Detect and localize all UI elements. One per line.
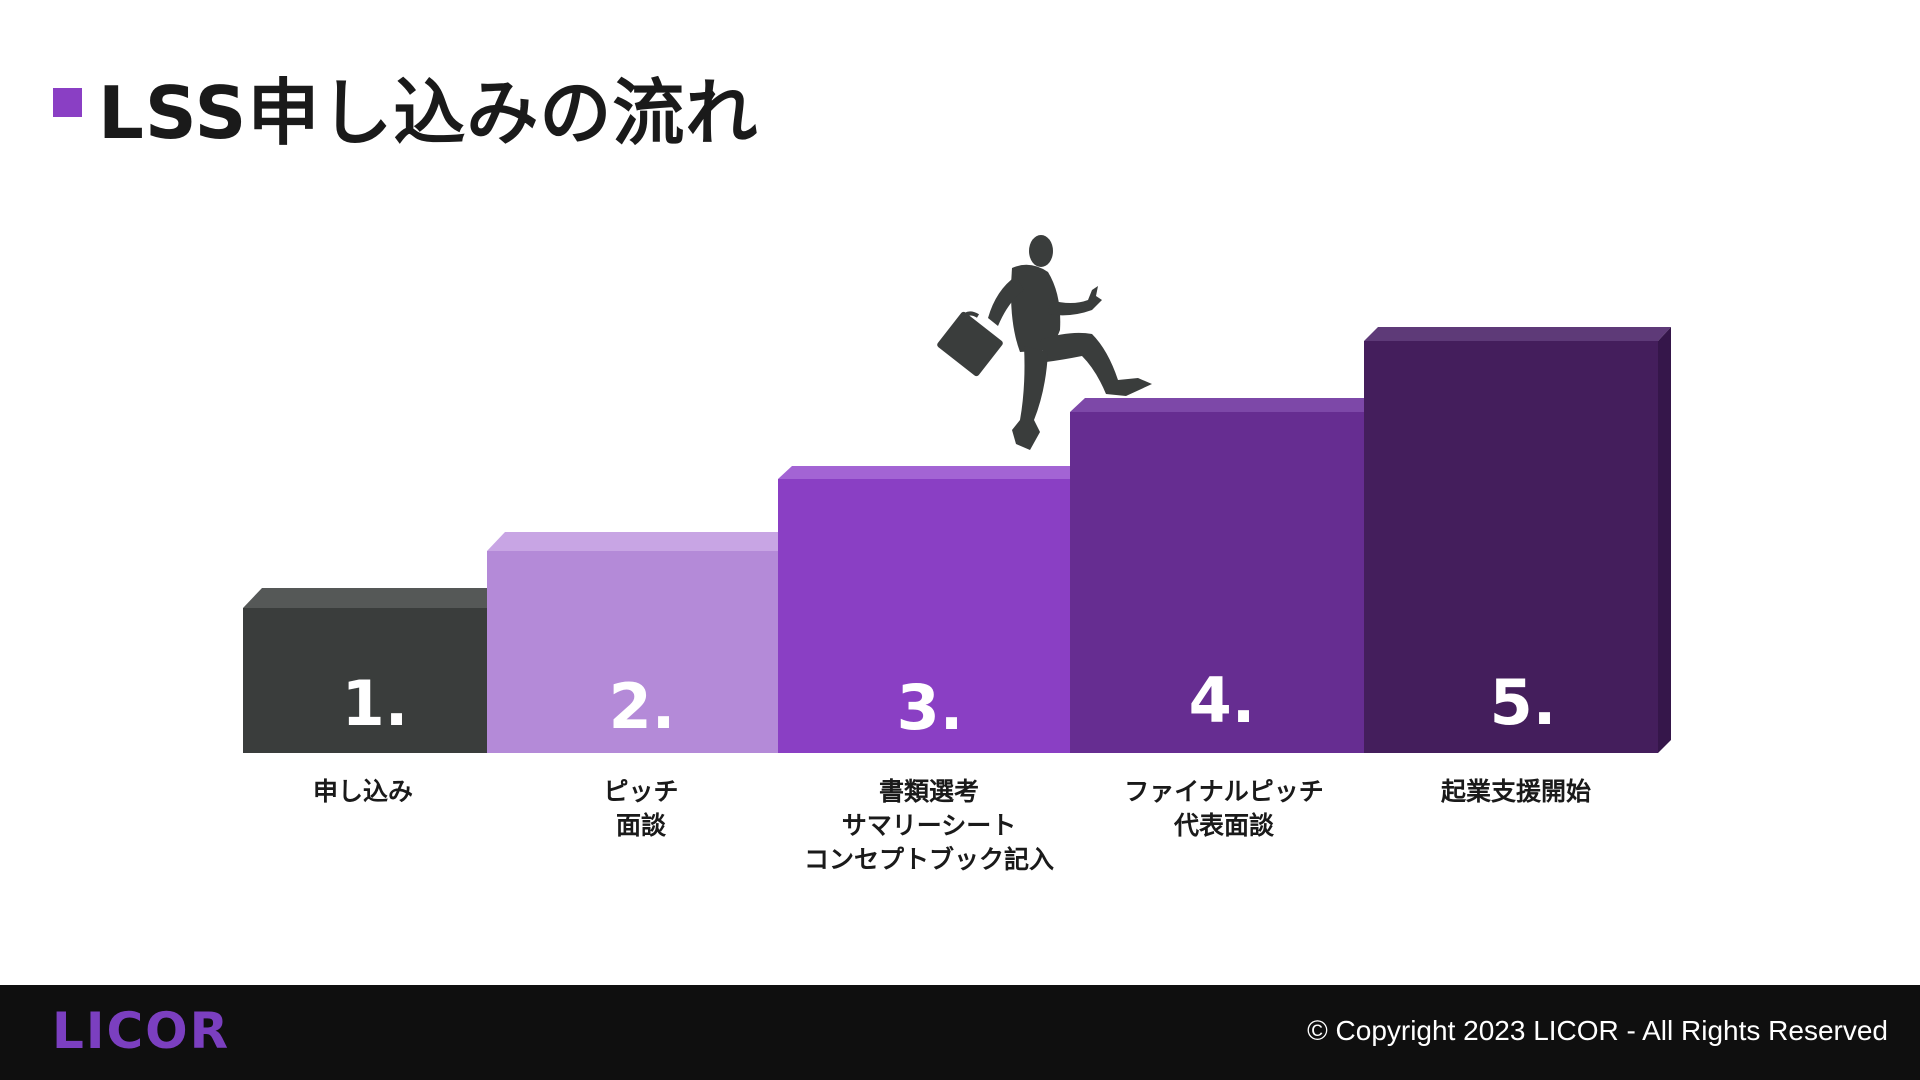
step-3-top	[778, 466, 1070, 479]
step-5-number: 5.	[1490, 666, 1557, 739]
step-1-number: 1.	[342, 667, 409, 740]
page-title: LSS申し込みの流れ	[98, 71, 759, 155]
step-2-front	[487, 551, 778, 753]
step-2: 2.	[487, 532, 778, 753]
title-marker	[53, 88, 82, 117]
step-5-label: 起業支援開始	[1440, 777, 1591, 806]
step-4-top	[1070, 398, 1364, 412]
step-1-front	[243, 608, 487, 753]
step-3: 3.	[778, 466, 1070, 753]
step-2-number: 2.	[609, 670, 676, 743]
step-5-front	[1364, 341, 1658, 753]
step-4: 4.	[1070, 398, 1364, 753]
step-1-top	[243, 588, 487, 608]
step-5: 5.	[1364, 327, 1671, 753]
step-4-front	[1070, 412, 1364, 753]
step-5-side	[1658, 327, 1671, 753]
businessman-running-icon	[937, 235, 1152, 450]
step-1-label: 申し込み	[312, 777, 413, 806]
licor-logo: LICOR	[52, 1002, 231, 1060]
step-2-top	[487, 532, 778, 551]
step-4-number: 4.	[1189, 664, 1256, 737]
footer-bar	[0, 985, 1920, 1080]
step-3-front	[778, 479, 1070, 753]
step-3-label: 書類選考 サマリーシート コンセプトブック記入	[803, 777, 1054, 874]
copyright-text: © Copyright 2023 LICOR - All Rights Rese…	[1307, 1015, 1888, 1046]
step-3-number: 3.	[897, 671, 964, 744]
staircase-diagram: 1. 2. 3. 4. 5.	[243, 235, 1671, 753]
step-5-top	[1364, 327, 1671, 341]
step-4-label: ファイナルピッチ 代表面談	[1124, 777, 1324, 840]
step-1: 1.	[243, 588, 487, 753]
step-2-label: ピッチ 面談	[603, 777, 679, 840]
